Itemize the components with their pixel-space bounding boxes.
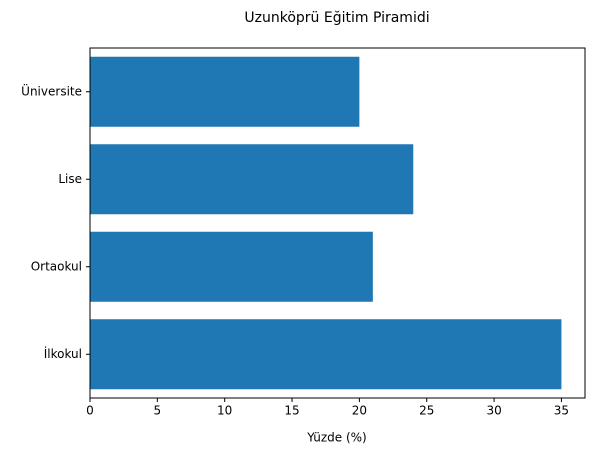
bar bbox=[90, 144, 414, 215]
x-axis-label: Yüzde (%) bbox=[306, 431, 366, 445]
x-tick-label: 25 bbox=[419, 404, 434, 418]
x-tick-label: 20 bbox=[352, 404, 367, 418]
plot-frame bbox=[89, 47, 586, 399]
x-tick-label: 15 bbox=[284, 404, 299, 418]
y-tick-label: Üniversite bbox=[21, 82, 82, 98]
bar bbox=[90, 231, 373, 302]
y-tick-label: Ortaokul bbox=[31, 259, 82, 273]
bar bbox=[90, 319, 562, 390]
y-tick-label: Lise bbox=[58, 172, 82, 186]
x-tick-label: 5 bbox=[154, 404, 162, 418]
bar bbox=[90, 56, 360, 127]
x-tick-label: 10 bbox=[217, 404, 232, 418]
y-tick-label: İlkokul bbox=[44, 346, 82, 361]
x-tick-label: 0 bbox=[86, 404, 94, 418]
x-tick-label: 30 bbox=[486, 404, 501, 418]
x-tick-label: 35 bbox=[554, 404, 569, 418]
chart-title: Uzunköprü Eğitim Piramidi bbox=[244, 10, 429, 26]
